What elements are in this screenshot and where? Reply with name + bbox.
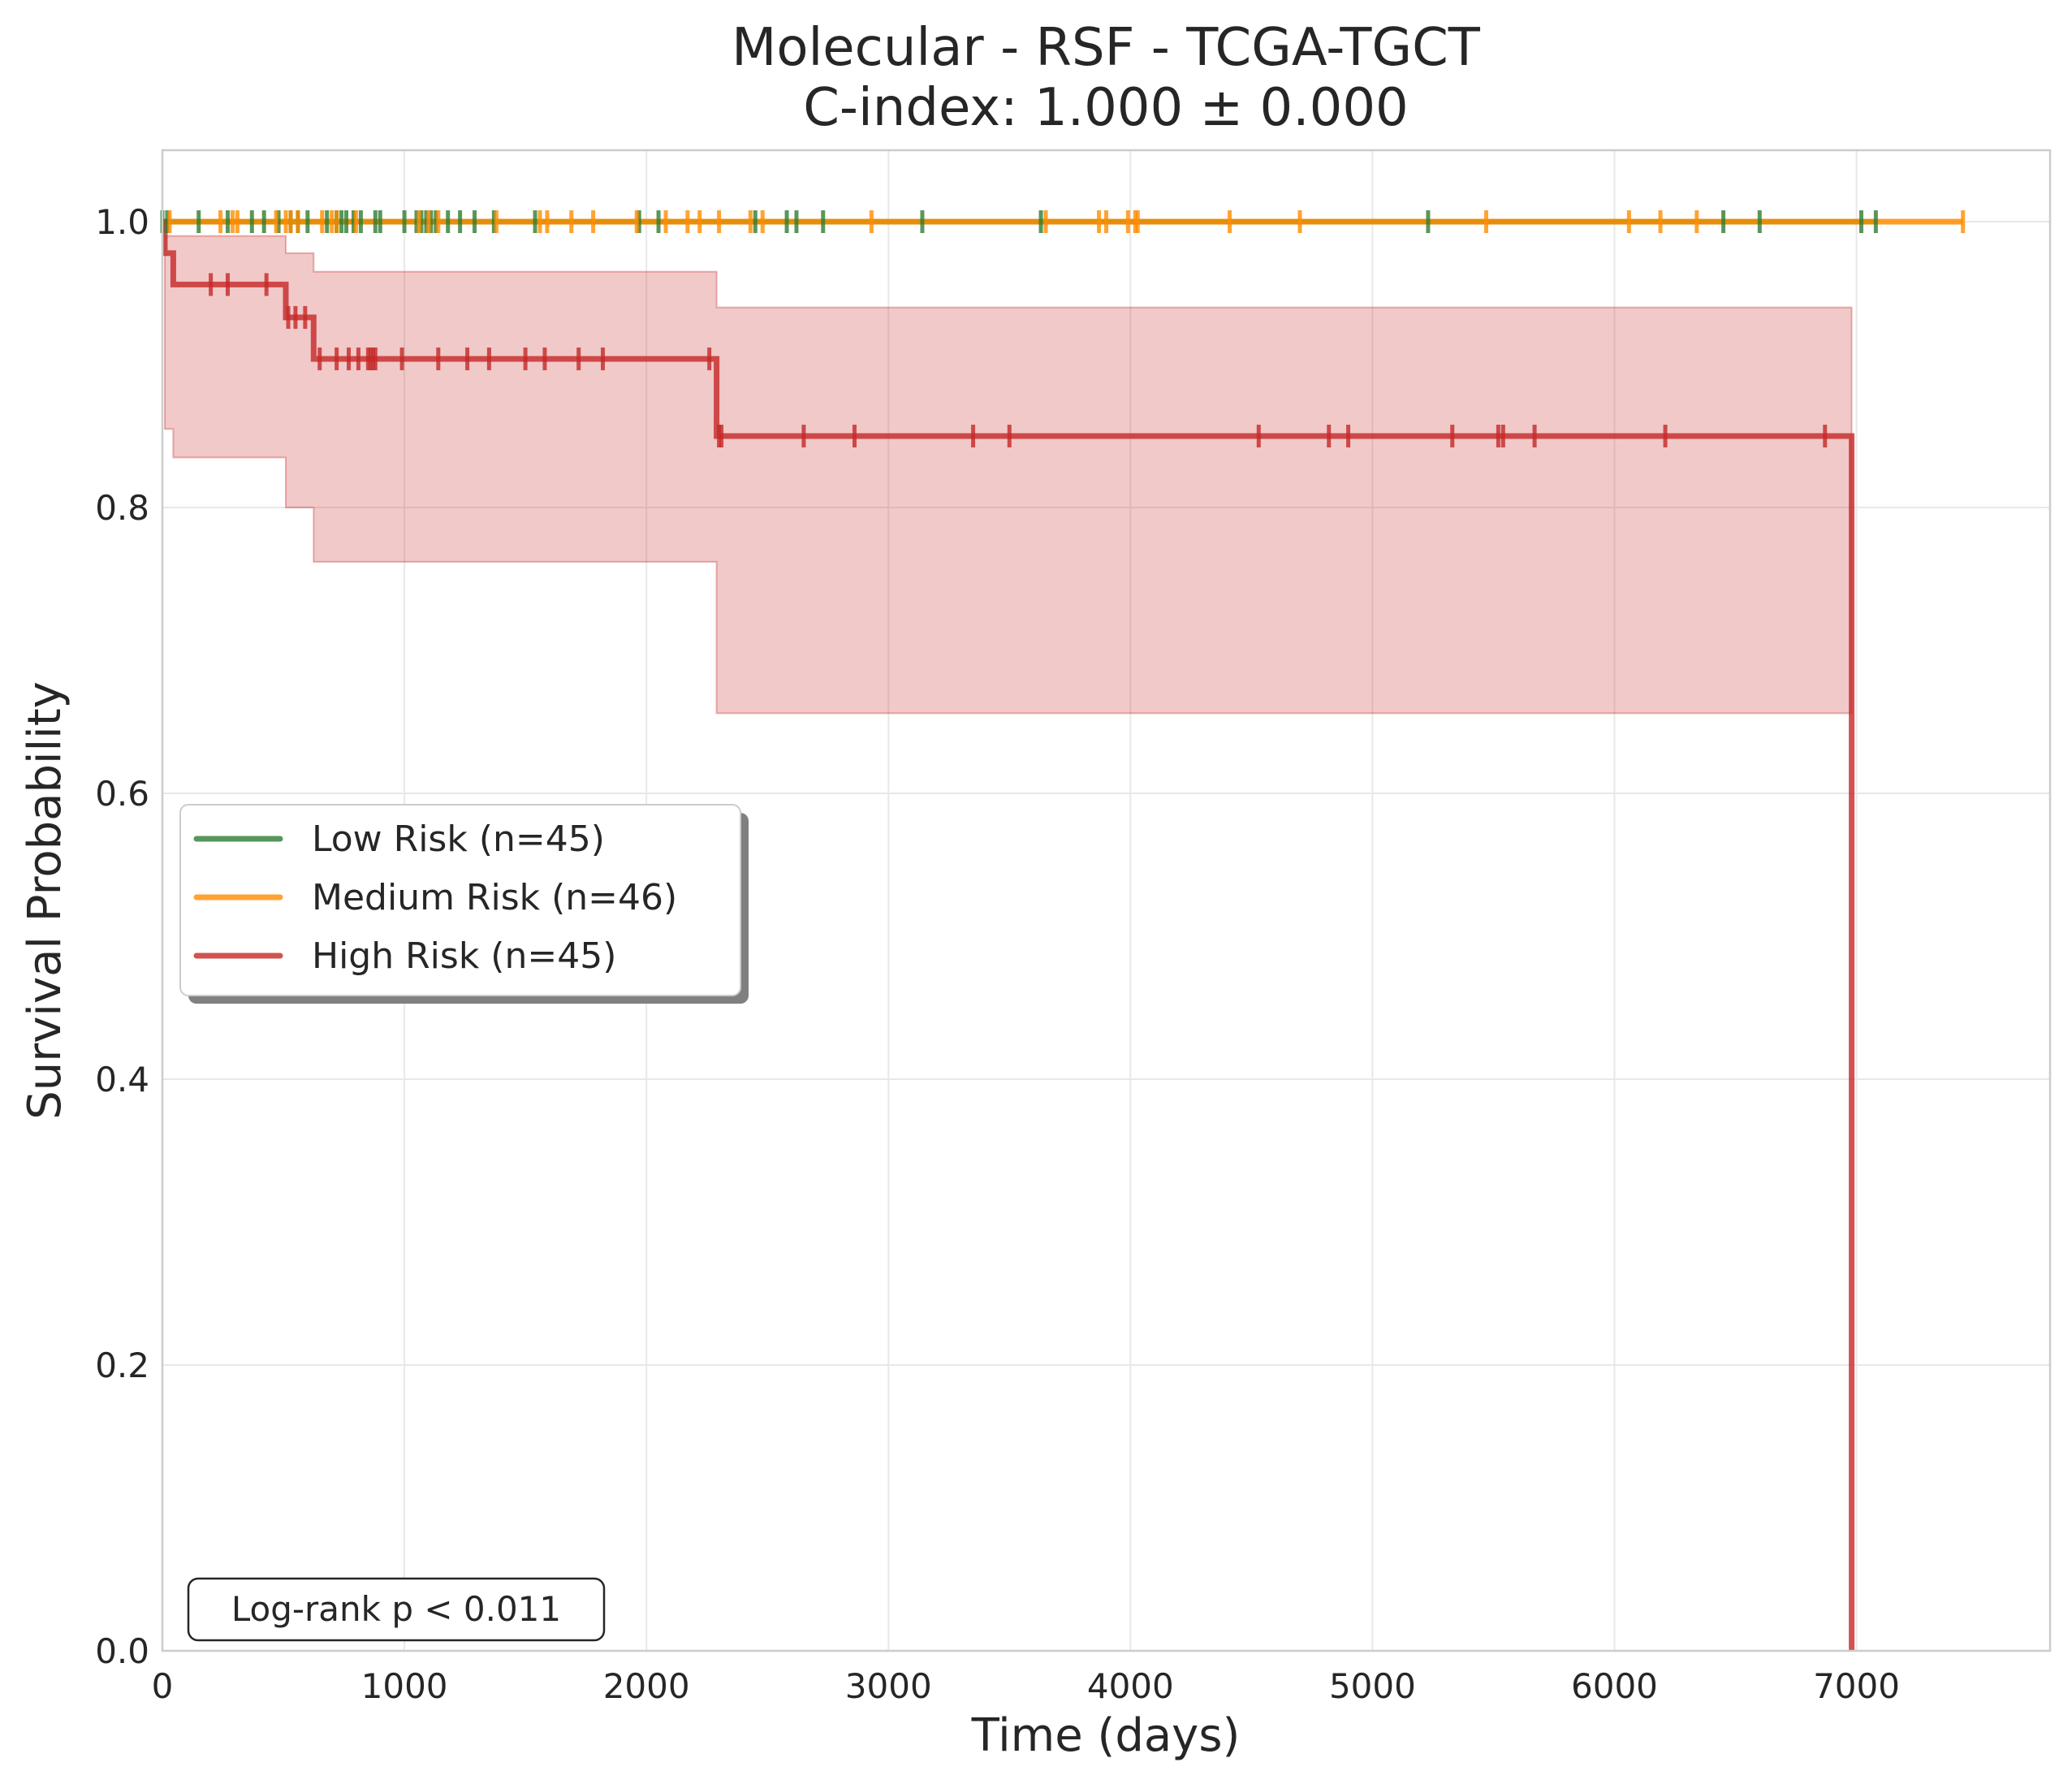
axis-ticks: 0 1000 2000 3000 4000 5000 6000 7000 0.0 0.2 0.4 0.…: [95, 202, 1900, 1706]
legend-label-low: Low Risk (n=45): [312, 819, 605, 860]
legend-label-medium: Medium Risk (n=46): [312, 877, 677, 918]
x-tick-label: 5000: [1329, 1666, 1416, 1706]
x-tick-label: 7000: [1813, 1666, 1900, 1706]
x-tick-label: 0: [152, 1666, 174, 1706]
y-tick-label: 0.8: [95, 488, 149, 528]
legend: Low Risk (n=45) Medium Risk (n=46) High …: [179, 804, 749, 1004]
chart-title: Molecular - RSF - TCGA-TGCT: [732, 18, 1481, 78]
y-tick-label: 0.0: [95, 1631, 149, 1671]
y-tick-label: 0.6: [95, 774, 149, 814]
y-tick-label: 0.4: [95, 1060, 149, 1099]
x-tick-label: 3000: [845, 1666, 932, 1706]
legend-label-high: High Risk (n=45): [312, 935, 616, 977]
logrank-annotation: Log-rank p < 0.011: [187, 1577, 606, 1642]
x-tick-label: 1000: [361, 1666, 448, 1706]
chart-subtitle: C-index: 1.000 ± 0.000: [803, 78, 1409, 138]
plot-frame: [161, 149, 2052, 1652]
x-tick-label: 6000: [1571, 1666, 1658, 1706]
legend-box: [179, 804, 741, 996]
x-axis-label: Time (days): [971, 1709, 1241, 1762]
logrank-box: [187, 1577, 606, 1642]
x-tick-label: 4000: [1087, 1666, 1174, 1706]
x-tick-label: 2000: [603, 1666, 690, 1706]
y-axis-label: Survival Probability: [19, 681, 71, 1120]
y-tick-label: 0.2: [95, 1346, 149, 1385]
y-tick-label: 1.0: [95, 202, 149, 242]
survival-curve-2: [162, 218, 1855, 1651]
logrank-text: Log-rank p < 0.011: [231, 1589, 561, 1629]
